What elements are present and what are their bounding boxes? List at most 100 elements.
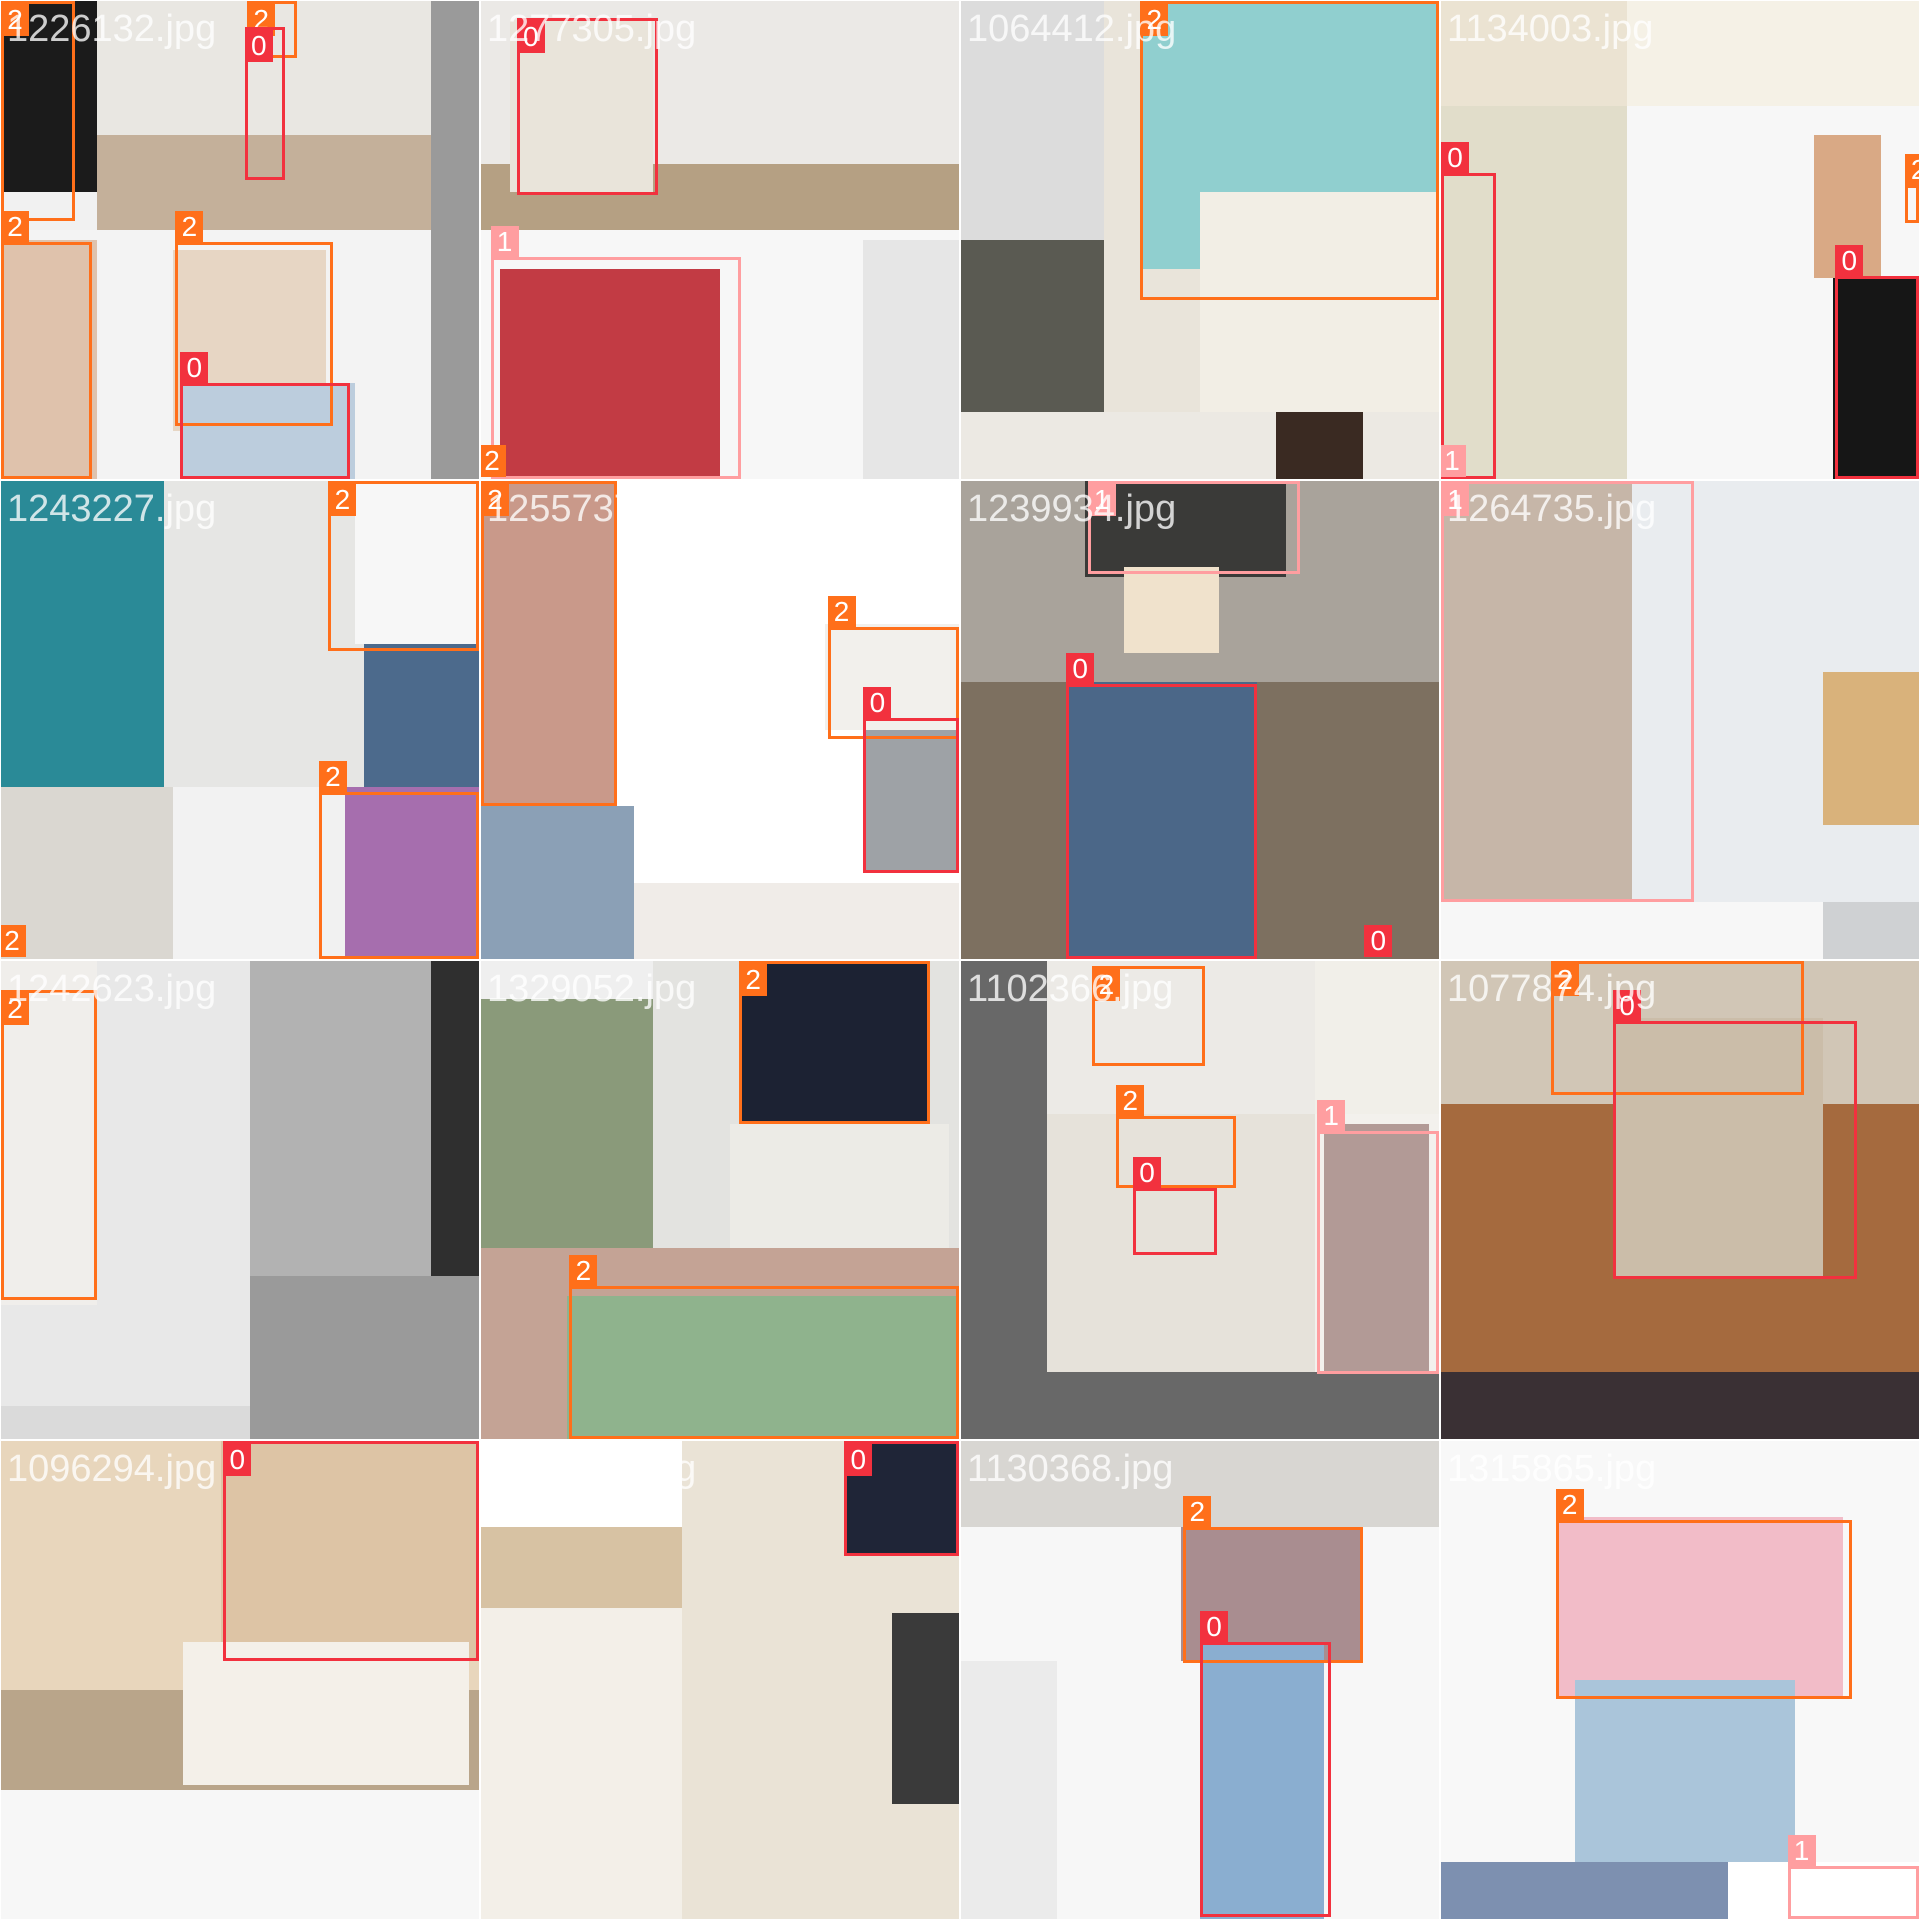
class-label: 2 bbox=[1904, 154, 1919, 187]
mosaic-tile: 2 2 0 2 2 0 1226132.jpg bbox=[1, 1, 479, 479]
photo-region bbox=[1066, 681, 1258, 959]
bounding-box: 0 bbox=[1613, 989, 1857, 1279]
photo-region bbox=[1314, 961, 1439, 1114]
photo-region bbox=[431, 1, 479, 479]
tile-filename: 1226132.jpg bbox=[7, 8, 217, 50]
bounding-box: 2 bbox=[1, 989, 97, 1301]
bounding-box: 1 bbox=[1441, 481, 1695, 902]
photo-region bbox=[1613, 1018, 1824, 1277]
class-label: 2 bbox=[1092, 968, 1121, 1001]
bounding-box: 2 bbox=[1550, 961, 1805, 1095]
bounding-box: 2 bbox=[481, 481, 618, 807]
tile-filename: 1239934.jpg bbox=[967, 488, 1177, 530]
class-label: 2 bbox=[1550, 964, 1579, 996]
photo-region bbox=[1555, 1517, 1843, 1700]
class-label: 0 bbox=[244, 30, 273, 63]
photo-region bbox=[354, 481, 479, 644]
bounding-box: 2 bbox=[1183, 1496, 1363, 1664]
tile-filename: 1242623.jpg bbox=[7, 968, 217, 1010]
mosaic-tile: 2 2 0 1 1102366.jpg bbox=[961, 961, 1439, 1439]
photo-region bbox=[863, 729, 959, 873]
photo-region bbox=[1047, 1113, 1315, 1373]
bounding-box: 2 bbox=[175, 211, 334, 427]
class-label: 0 bbox=[223, 1444, 252, 1476]
tile-filename: 1255737.jpg bbox=[487, 488, 697, 530]
class-label: 1 bbox=[1441, 484, 1469, 516]
bounding-box: 0 bbox=[1066, 653, 1258, 959]
class-label: 2 bbox=[481, 484, 509, 516]
bounding-box: 2 bbox=[1116, 1085, 1236, 1189]
photo-region bbox=[481, 481, 615, 807]
class-label: 0 bbox=[516, 20, 545, 53]
bounding-box: 1 bbox=[490, 225, 742, 479]
bounding-box: 2 bbox=[739, 961, 931, 1124]
class-label: 1 bbox=[1317, 1099, 1346, 1132]
mosaic-tile: 1 0 0 1239934.jpg bbox=[961, 481, 1439, 959]
class-label: 2 bbox=[739, 964, 768, 996]
photo-region bbox=[345, 786, 479, 959]
class-label: 1 bbox=[1787, 1835, 1816, 1868]
tile-filename: 1329052.jpg bbox=[487, 968, 697, 1010]
photo-region bbox=[1727, 1861, 1919, 1919]
photo-region bbox=[1441, 1372, 1919, 1439]
photo-region bbox=[96, 134, 432, 231]
class-label: 0 bbox=[180, 352, 209, 385]
photo-region bbox=[1324, 1123, 1430, 1373]
bounding-box: 1 bbox=[1787, 1835, 1919, 1919]
mosaic-tile: 2 0 1130368.jpg bbox=[961, 1441, 1439, 1919]
tile-filename: 1130368.jpg bbox=[967, 1448, 1174, 1490]
photo-region bbox=[182, 1641, 470, 1786]
class-label: 2 bbox=[569, 1255, 598, 1288]
tile-filename: 1096294.jpg bbox=[7, 1448, 217, 1490]
mosaic-tile: 1 1264735.jpg bbox=[1441, 481, 1919, 959]
class-label: 0 bbox=[844, 1444, 873, 1476]
photo-region bbox=[1123, 567, 1220, 654]
photo-region bbox=[961, 240, 1105, 413]
bounding-box: 0 bbox=[223, 1441, 479, 1661]
mosaic-tile: 0 1096294.jpg bbox=[1, 1441, 479, 1919]
class-label: 0 bbox=[1066, 653, 1095, 686]
class-label: 0 bbox=[1613, 989, 1642, 1022]
bounding-box: 2 bbox=[318, 760, 479, 959]
bounding-box: 0 bbox=[1200, 1610, 1332, 1917]
photo-region bbox=[1823, 901, 1919, 959]
photo-region bbox=[1, 786, 174, 959]
bounding-box: 1 bbox=[1317, 1099, 1439, 1375]
photo-region bbox=[173, 786, 317, 959]
photo-region bbox=[961, 412, 1439, 479]
photo-region bbox=[1832, 278, 1919, 479]
bounding-box: 2 bbox=[1092, 965, 1205, 1067]
bounding-box: 2 bbox=[1904, 154, 1919, 224]
class-label: 2 bbox=[1116, 1085, 1145, 1118]
mosaic-tile: 2 2 2 1243227.jpg bbox=[1, 481, 479, 959]
photo-region bbox=[1441, 1, 1628, 107]
class-label: 2 bbox=[1, 4, 29, 36]
tile-filename: 1237541.jpg bbox=[487, 1448, 697, 1490]
photo-region bbox=[249, 1276, 479, 1439]
photo-region bbox=[1200, 192, 1439, 413]
mosaic-tile: 0 2 0 1 1134003.jpg bbox=[1441, 1, 1919, 479]
mosaic-tile: 0 1237541.jpg bbox=[481, 1441, 959, 1919]
class-label: 0 bbox=[863, 686, 892, 719]
class-label: 2 bbox=[1183, 1496, 1212, 1529]
tile-filename: 1134003.jpg bbox=[1447, 8, 1654, 50]
bounding-box: 2 bbox=[1, 1, 76, 221]
photo-region bbox=[481, 806, 634, 959]
photo-region bbox=[892, 1613, 959, 1805]
photo-region bbox=[863, 240, 959, 479]
bounding-box: 0 bbox=[1441, 142, 1496, 479]
photo-region bbox=[500, 268, 720, 479]
class-label: 2 bbox=[1555, 1488, 1584, 1521]
mosaic-tile: 2 1064412.jpg bbox=[961, 1, 1439, 479]
photo-region bbox=[182, 383, 355, 479]
tile-filename: 1264735.jpg bbox=[1447, 488, 1657, 530]
class-label: 2 bbox=[481, 445, 506, 477]
class-label: 2 bbox=[175, 211, 204, 244]
photo-region bbox=[1085, 481, 1287, 577]
bounding-box: 2 bbox=[569, 1255, 959, 1439]
mosaic-tile: 2 1 1315865.jpg bbox=[1441, 1441, 1919, 1919]
mosaic-tile: 2 2 1329052.jpg bbox=[481, 961, 959, 1439]
class-label: 1 bbox=[1441, 445, 1466, 477]
class-label: 0 bbox=[1441, 142, 1469, 175]
mosaic-tile: 2 2 0 1255737.jpg bbox=[481, 481, 959, 959]
